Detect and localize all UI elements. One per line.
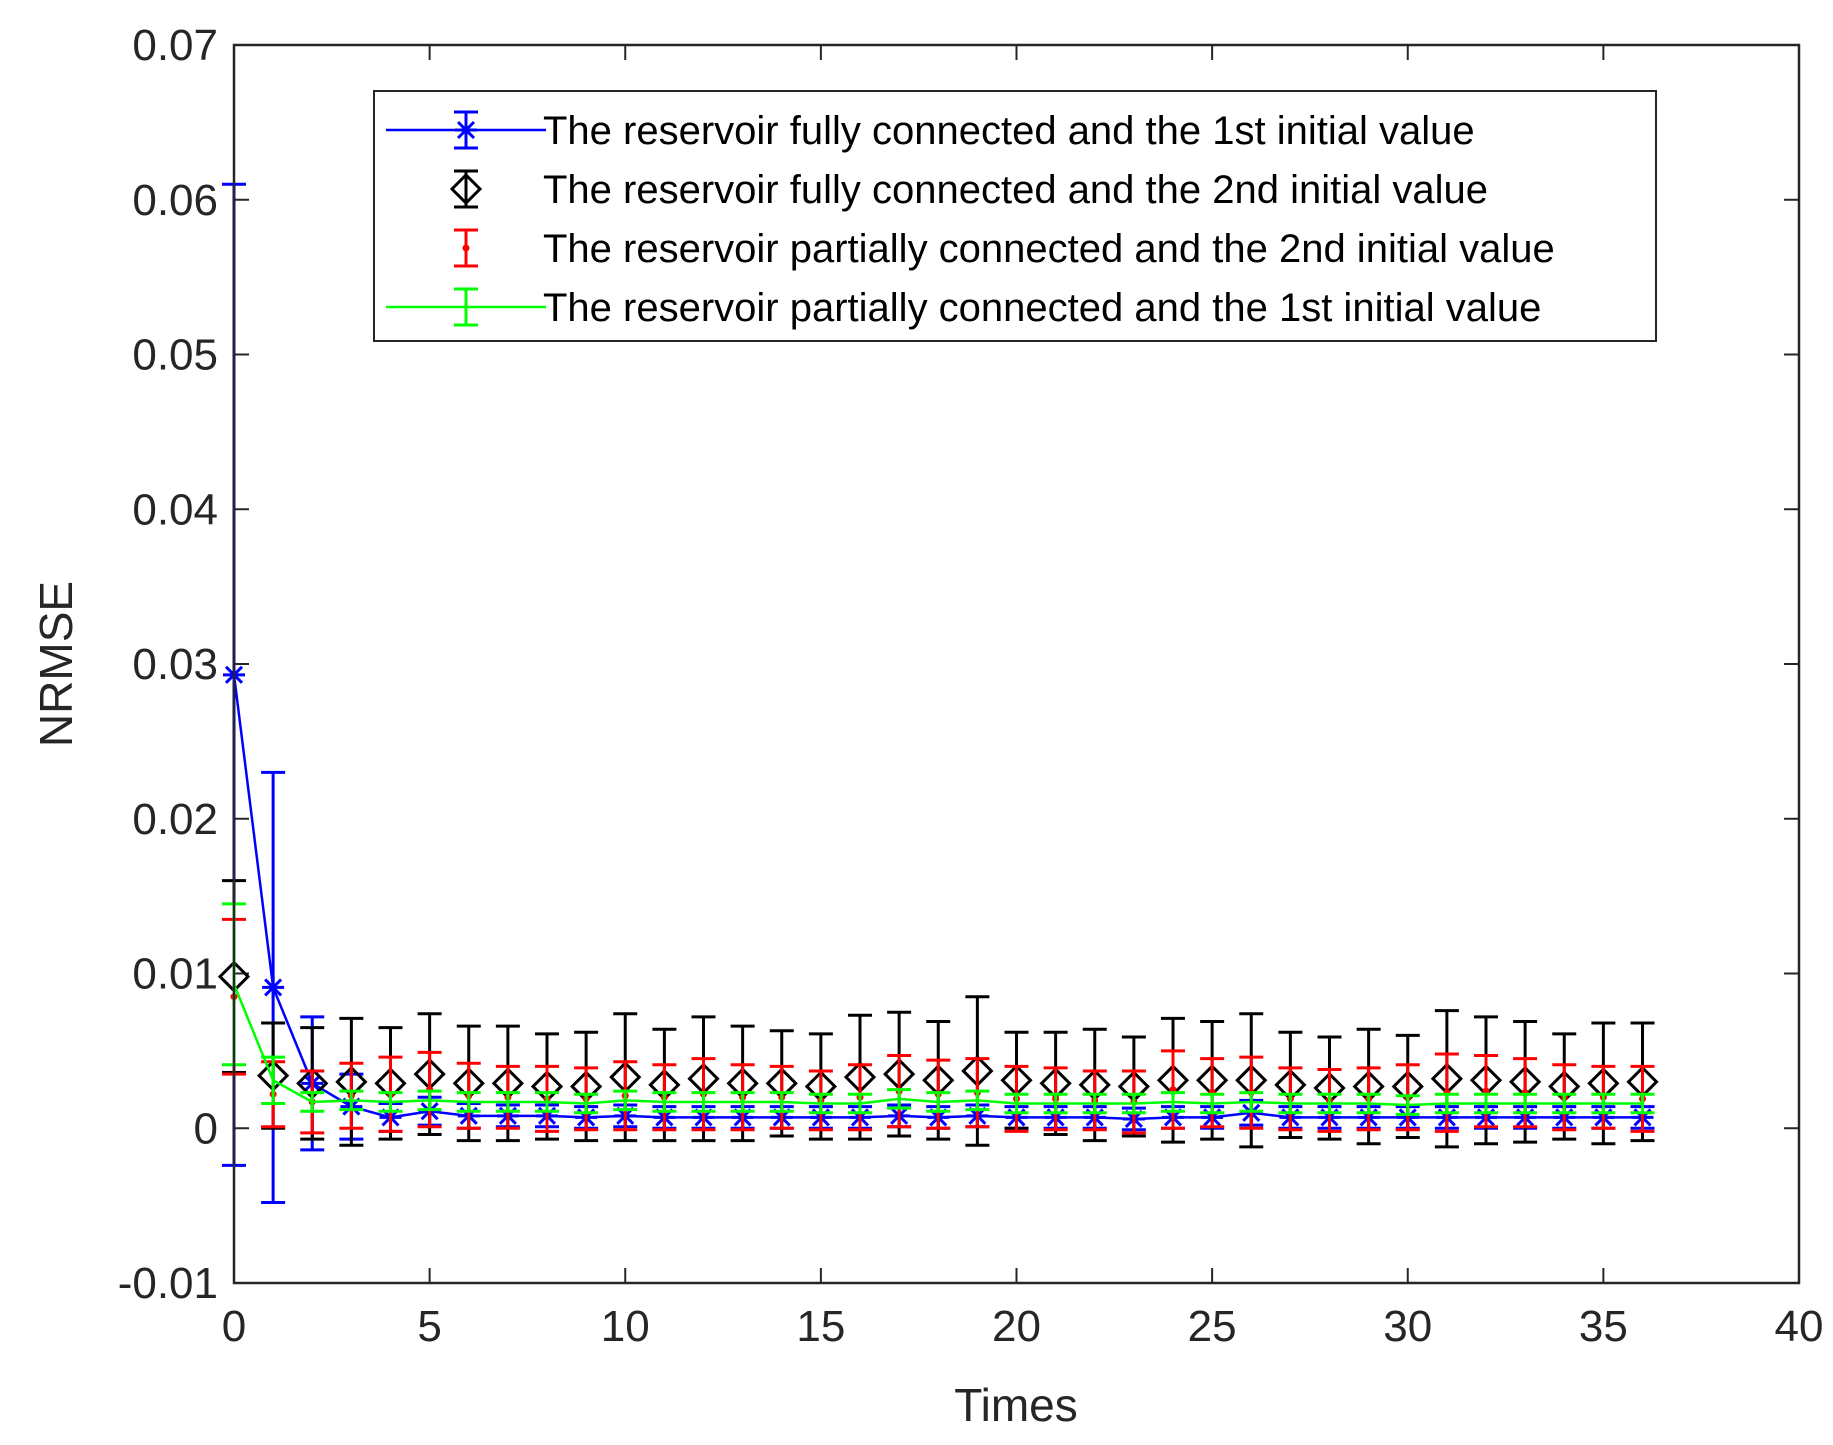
y-tick-label: 0.01 [132, 950, 218, 999]
data-point-diamond [449, 172, 483, 206]
x-tick-label: 35 [1579, 1302, 1628, 1351]
legend: The reservoir fully connected and the 1s… [373, 90, 1657, 342]
y-tick-label: 0.07 [132, 21, 218, 70]
y-tick-label: -0.01 [118, 1259, 218, 1308]
y-tick-label: 0.02 [132, 795, 218, 844]
legend-label: The reservoir fully connected and the 2n… [543, 168, 1488, 212]
y-tick-label: 0.06 [132, 176, 218, 225]
y-tick-label: 0.05 [132, 331, 218, 380]
legend-label: The reservoir fully connected and the 1s… [543, 109, 1475, 153]
legend-label: The reservoir partially connected and th… [543, 227, 1555, 271]
series-4 [222, 902, 1655, 1116]
legend-entry: The reservoir fully connected and the 2n… [449, 168, 1488, 212]
x-axis-label: Times [954, 1379, 1078, 1431]
x-tick-label: 30 [1383, 1302, 1432, 1351]
x-tick-label: 10 [601, 1302, 650, 1351]
x-tick-label: 0 [222, 1302, 246, 1351]
data-point-dot [462, 244, 470, 252]
tick-labels: 0 5 10 15 20 25 30 35 40-0.0100.010.020.030.040.… [118, 21, 1824, 1351]
x-tick-label: 25 [1188, 1302, 1237, 1351]
y-tick-label: 0.03 [132, 640, 218, 689]
y-tick-label: 0 [194, 1104, 218, 1153]
y-tick-label: 0.04 [132, 485, 218, 534]
data-point-asterisk [262, 976, 285, 999]
x-tick-label: 5 [417, 1302, 441, 1351]
plot-frame [232, 43, 1801, 1285]
data-point-asterisk [455, 119, 477, 141]
legend-entry: The reservoir fully connected and the 1s… [386, 109, 1475, 153]
series-layer [217, 182, 1659, 1205]
series-line [232, 983, 1643, 1107]
legend-entry: The reservoir partially connected and th… [386, 286, 1541, 330]
x-tick-label: 40 [1775, 1302, 1824, 1351]
x-tick-label: 20 [992, 1302, 1041, 1351]
y-axis-label: NRMSE [30, 581, 82, 747]
x-tick-label: 15 [796, 1302, 845, 1351]
legend-error-bar [454, 287, 478, 327]
legend-label: The reservoir partially connected and th… [543, 286, 1541, 330]
legend-box [373, 90, 1657, 342]
legend-entry: The reservoir partially connected and th… [454, 227, 1555, 271]
